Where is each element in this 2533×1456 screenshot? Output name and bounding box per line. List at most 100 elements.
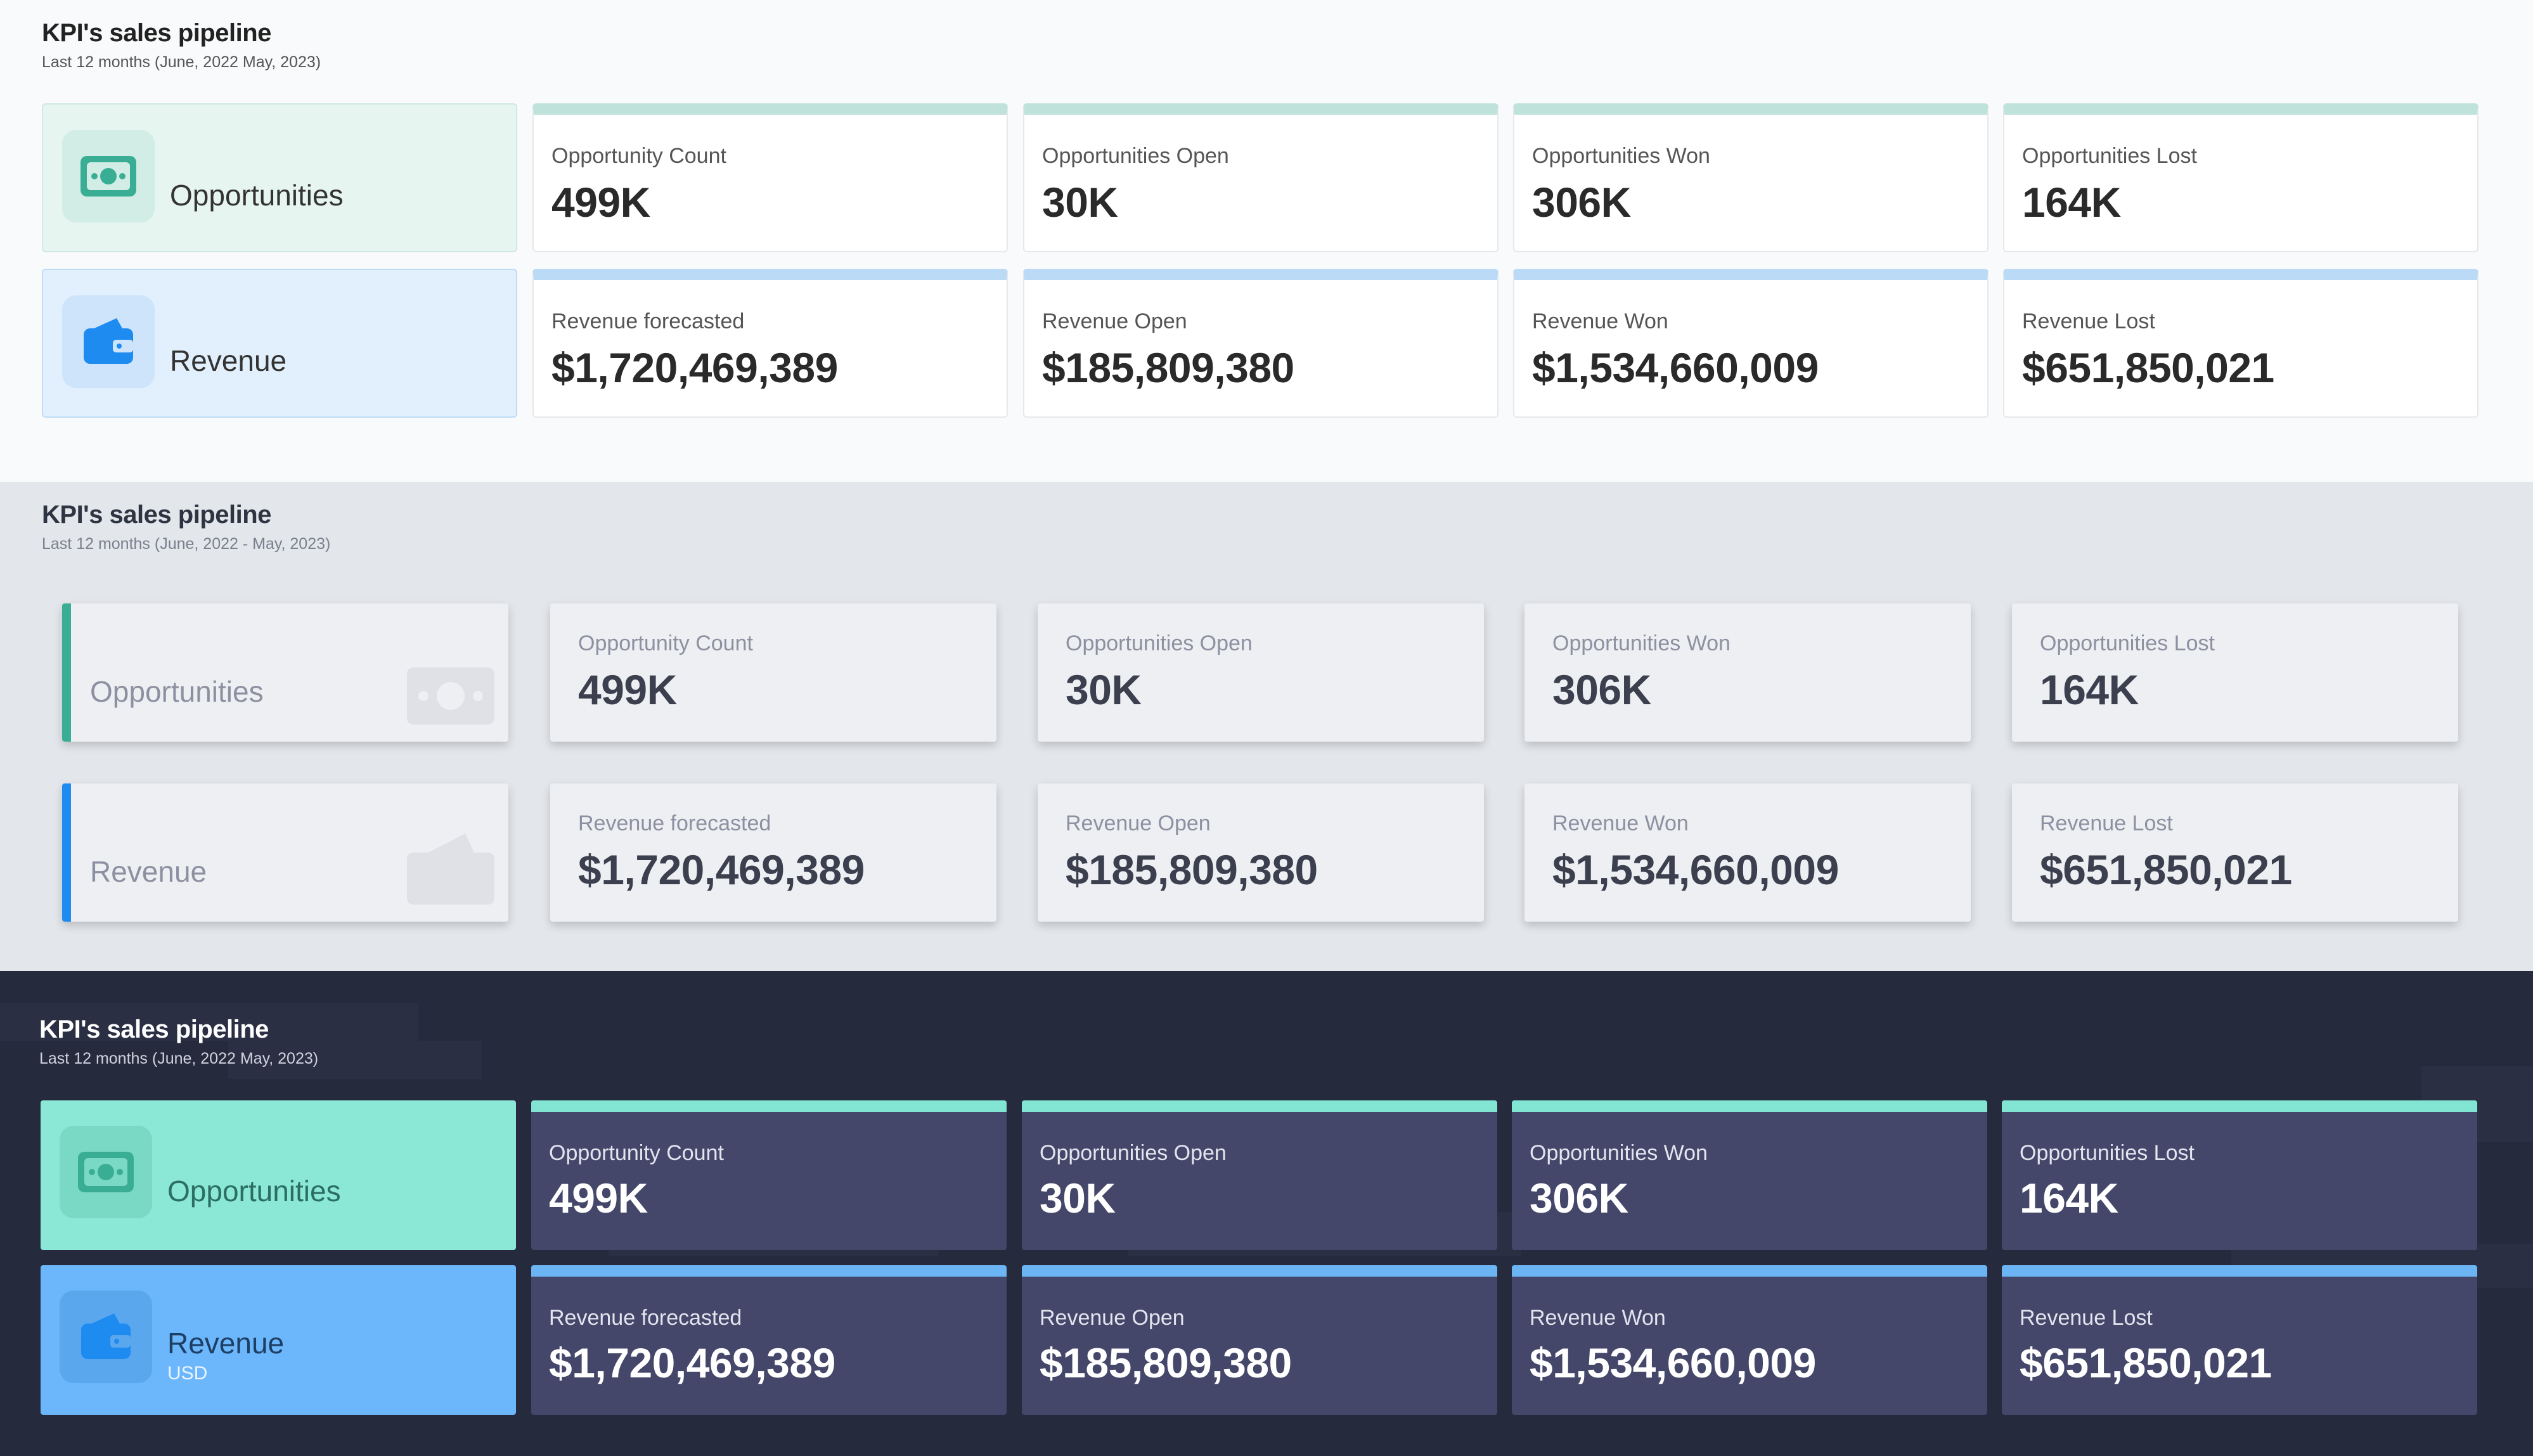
kpi-value: $1,534,660,009 (1532, 344, 1819, 391)
money-icon (404, 665, 497, 730)
category-label: Revenue (90, 855, 207, 888)
kpi-value: 499K (551, 179, 650, 226)
kpi-label: Revenue Lost (2040, 811, 2173, 835)
category-label: Opportunities (170, 179, 344, 212)
category-label: Revenue (170, 344, 287, 377)
wallet-icon (404, 830, 497, 910)
kpi-card-revenue-open: Revenue Open $185,809,380 (1038, 783, 1484, 922)
kpi-card-opportunities-open: Opportunities Open 30K (1022, 1100, 1497, 1250)
kpi-value: 164K (2022, 179, 2121, 226)
kpi-card-revenue-open: Revenue Open $185,809,380 (1022, 1265, 1497, 1415)
kpi-card-revenue-open: Revenue Open $185,809,380 (1023, 269, 1499, 418)
kpi-card-revenue-lost: Revenue Lost $651,850,021 (2002, 1265, 2477, 1415)
dashboard-title: KPI's sales pipeline (42, 19, 271, 47)
kpi-value: $651,850,021 (2040, 846, 2292, 893)
category-label: Opportunities (167, 1175, 341, 1208)
kpi-label: Opportunities Lost (2020, 1141, 2195, 1165)
kpi-card-opportunity-count: Opportunity Count 499K (550, 603, 996, 742)
revenue-category-card: Revenue (62, 783, 508, 922)
opportunities-category-card: Opportunities (42, 103, 517, 252)
kpi-label: Revenue Won (1532, 309, 1668, 333)
kpi-card-opportunities-lost: Opportunities Lost 164K (2002, 1100, 2477, 1250)
kpi-value: $1,720,469,389 (551, 344, 838, 391)
kpi-label: Opportunity Count (549, 1141, 724, 1165)
opportunities-category-card: Opportunities (62, 603, 508, 742)
revenue-category-card: Revenue (42, 269, 517, 418)
category-label: Opportunities (90, 675, 264, 708)
background-block (228, 1041, 482, 1079)
dashboard-subtitle: Last 12 months (June, 2022 May, 2023) (39, 1050, 319, 1067)
kpi-label: Revenue Won (1530, 1306, 1666, 1330)
kpi-card-revenue-won: Revenue Won $1,534,660,009 (1512, 1265, 1987, 1415)
kpi-card-revenue-won: Revenue Won $1,534,660,009 (1524, 783, 1971, 922)
wallet-icon (60, 1291, 152, 1383)
dashboard-grey: KPI's sales pipeline Last 12 months (Jun… (0, 482, 2533, 971)
kpi-value: $651,850,021 (2020, 1339, 2272, 1386)
kpi-label: Opportunities Open (1066, 631, 1253, 655)
kpi-card-revenue-lost: Revenue Lost $651,850,021 (2012, 783, 2458, 922)
kpi-value: 306K (1552, 666, 1651, 713)
kpi-label: Opportunity Count (551, 144, 726, 168)
kpi-value: 30K (1042, 179, 1118, 226)
kpi-label: Revenue Open (1066, 811, 1211, 835)
money-icon (62, 130, 155, 222)
kpi-label: Revenue forecasted (578, 811, 771, 835)
kpi-card-opportunities-lost: Opportunities Lost 164K (2003, 103, 2478, 252)
kpi-label: Revenue forecasted (551, 309, 745, 333)
dashboard-subtitle: Last 12 months (June, 2022 - May, 2023) (42, 535, 331, 553)
dashboard-title: KPI's sales pipeline (42, 501, 271, 529)
kpi-value: $185,809,380 (1042, 344, 1294, 391)
kpi-label: Opportunities Open (1042, 144, 1229, 168)
kpi-label: Opportunities Lost (2022, 144, 2197, 168)
kpi-value: 306K (1530, 1175, 1628, 1221)
kpi-value: $1,534,660,009 (1552, 846, 1839, 893)
category-label: Revenue (167, 1327, 285, 1360)
kpi-card-opportunities-open: Opportunities Open 30K (1023, 103, 1499, 252)
kpi-card-opportunity-count: Opportunity Count 499K (532, 103, 1008, 252)
kpi-label: Revenue Lost (2020, 1306, 2153, 1330)
kpi-card-opportunities-open: Opportunities Open 30K (1038, 603, 1484, 742)
kpi-label: Revenue forecasted (549, 1306, 742, 1330)
kpi-label: Revenue Open (1040, 1306, 1185, 1330)
kpi-card-revenue-forecasted: Revenue forecasted $1,720,469,389 (550, 783, 996, 922)
kpi-value: 30K (1066, 666, 1142, 713)
opportunities-category-card: Opportunities (41, 1100, 516, 1250)
kpi-card-revenue-lost: Revenue Lost $651,850,021 (2003, 269, 2478, 418)
currency-label: USD (167, 1363, 208, 1384)
kpi-label: Opportunity Count (578, 631, 753, 655)
kpi-card-opportunities-won: Opportunities Won 306K (1524, 603, 1971, 742)
kpi-value: 30K (1040, 1175, 1116, 1221)
kpi-card-opportunities-won: Opportunities Won 306K (1513, 103, 1988, 252)
revenue-category-card: Revenue USD (41, 1265, 516, 1415)
kpi-label: Revenue Won (1552, 811, 1689, 835)
kpi-value: 306K (1532, 179, 1631, 226)
kpi-value: $185,809,380 (1040, 1339, 1292, 1386)
kpi-card-revenue-forecasted: Revenue forecasted $1,720,469,389 (531, 1265, 1007, 1415)
dashboard-light: KPI's sales pipeline Last 12 months (Jun… (0, 0, 2533, 482)
kpi-label: Opportunities Won (1530, 1141, 1708, 1165)
dashboard-title: KPI's sales pipeline (39, 1015, 269, 1043)
kpi-card-opportunity-count: Opportunity Count 499K (531, 1100, 1007, 1250)
kpi-value: $651,850,021 (2022, 344, 2274, 391)
kpi-value: $1,534,660,009 (1530, 1339, 1816, 1386)
kpi-value: $185,809,380 (1066, 846, 1318, 893)
kpi-label: Opportunities Won (1532, 144, 1710, 168)
kpi-card-opportunities-lost: Opportunities Lost 164K (2012, 603, 2458, 742)
kpi-value: 164K (2040, 666, 2139, 713)
dashboard-subtitle: Last 12 months (June, 2022 May, 2023) (42, 53, 321, 71)
money-icon (60, 1126, 152, 1218)
kpi-card-revenue-forecasted: Revenue forecasted $1,720,469,389 (532, 269, 1008, 418)
kpi-card-revenue-won: Revenue Won $1,534,660,009 (1513, 269, 1988, 418)
kpi-label: Revenue Lost (2022, 309, 2155, 333)
accent-bar (62, 603, 71, 742)
kpi-card-opportunities-won: Opportunities Won 306K (1512, 1100, 1987, 1250)
kpi-value: 499K (578, 666, 677, 713)
kpi-label: Opportunities Won (1552, 631, 1731, 655)
kpi-value: $1,720,469,389 (549, 1339, 835, 1386)
accent-bar (62, 783, 71, 922)
dashboard-dark: KPI's sales pipeline Last 12 months (Jun… (0, 971, 2533, 1456)
kpi-label: Opportunities Lost (2040, 631, 2215, 655)
background-block (0, 1003, 418, 1041)
wallet-icon (62, 295, 155, 388)
kpi-value: $1,720,469,389 (578, 846, 865, 893)
